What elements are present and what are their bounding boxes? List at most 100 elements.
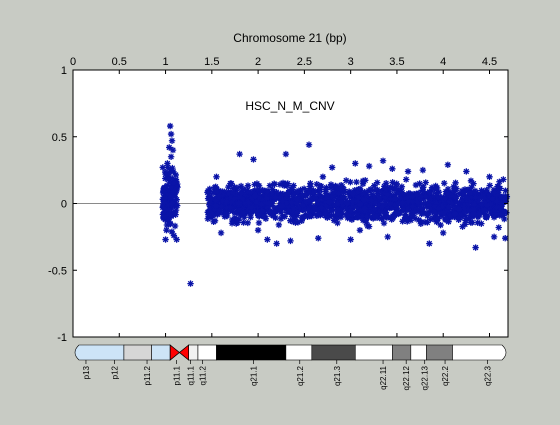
data-point [344, 199, 351, 207]
x-tick-label: 2 [255, 56, 261, 68]
data-point [302, 192, 310, 200]
data-point [247, 210, 254, 217]
data-point [273, 188, 280, 196]
ideogram-band [197, 344, 217, 361]
data-point [168, 137, 176, 144]
data-point [275, 221, 283, 229]
data-point [487, 200, 494, 208]
data-point [316, 191, 323, 198]
data-point [266, 208, 273, 215]
y-tick-label: 1 [61, 65, 67, 77]
data-point [416, 202, 423, 209]
data-point [442, 208, 450, 215]
data-point [437, 221, 444, 229]
data-point [293, 208, 300, 216]
band-label: p13 [82, 365, 91, 379]
data-point [299, 201, 306, 209]
data-point [431, 213, 438, 220]
data-point [161, 184, 168, 191]
data-point [486, 173, 493, 180]
data-point [433, 190, 440, 197]
data-point [496, 185, 503, 192]
data-point [260, 213, 268, 220]
band-label: q22.11 [379, 365, 388, 389]
data-point [269, 186, 276, 193]
band-label: q21.3 [333, 365, 342, 386]
data-point [430, 208, 438, 216]
data-point [217, 197, 224, 204]
x-tick-label: 3.5 [389, 56, 404, 68]
data-point [407, 217, 415, 224]
x-tick-label: 0 [70, 56, 76, 68]
data-point [418, 193, 425, 200]
data-point [240, 209, 247, 216]
data-point [476, 210, 483, 217]
data-point [362, 194, 370, 201]
data-point [384, 191, 391, 198]
data-point [481, 199, 488, 206]
data-point [458, 202, 466, 210]
data-point [294, 188, 301, 196]
data-point [172, 206, 180, 214]
data-point [333, 183, 340, 190]
data-point [212, 188, 220, 195]
data-point [478, 201, 485, 208]
data-point [279, 198, 286, 205]
data-point [227, 194, 235, 201]
data-point [456, 209, 464, 216]
data-point [343, 205, 350, 213]
x-tick-label: 2.5 [297, 56, 312, 68]
data-point [204, 215, 212, 222]
data-point [408, 198, 416, 206]
x-tick-label: 1 [162, 56, 168, 68]
data-point [372, 199, 379, 206]
data-point [370, 202, 377, 210]
data-point [333, 214, 340, 222]
data-point [411, 215, 419, 222]
data-point [250, 156, 257, 163]
data-point [168, 200, 176, 207]
data-point [466, 198, 473, 205]
data-point [422, 179, 429, 186]
data-point [169, 164, 176, 172]
data-point [468, 184, 475, 191]
data-point [447, 212, 455, 220]
data-point [378, 188, 385, 196]
data-point [161, 194, 168, 202]
data-point [441, 180, 448, 187]
data-point [273, 240, 280, 247]
data-point [497, 205, 505, 212]
data-point [166, 192, 173, 199]
data-point [300, 185, 308, 192]
data-point [236, 206, 244, 214]
data-point [367, 185, 375, 193]
data-point [498, 200, 505, 207]
data-point [344, 214, 351, 222]
data-point [501, 196, 508, 203]
data-point [162, 175, 169, 182]
data-point [291, 216, 299, 223]
data-point [271, 181, 278, 188]
data-point [204, 187, 212, 195]
data-point [409, 203, 416, 210]
y-axis: 1 0.5 0 -0.5 -1 [48, 65, 508, 344]
data-point [251, 181, 258, 188]
data-point [416, 180, 423, 187]
data-point [310, 210, 318, 217]
data-point [235, 215, 243, 223]
data-point [404, 218, 411, 225]
data-point [469, 206, 477, 213]
data-point [450, 187, 458, 195]
data-point [450, 183, 457, 190]
data-point [293, 212, 301, 219]
data-point [283, 182, 291, 189]
data-point [461, 212, 469, 219]
data-point [164, 215, 172, 222]
data-point [501, 215, 508, 223]
data-point [266, 182, 274, 189]
data-point [238, 190, 245, 197]
data-point [483, 186, 490, 194]
data-point [405, 197, 412, 205]
data-point [419, 184, 427, 191]
data-point [247, 188, 255, 196]
